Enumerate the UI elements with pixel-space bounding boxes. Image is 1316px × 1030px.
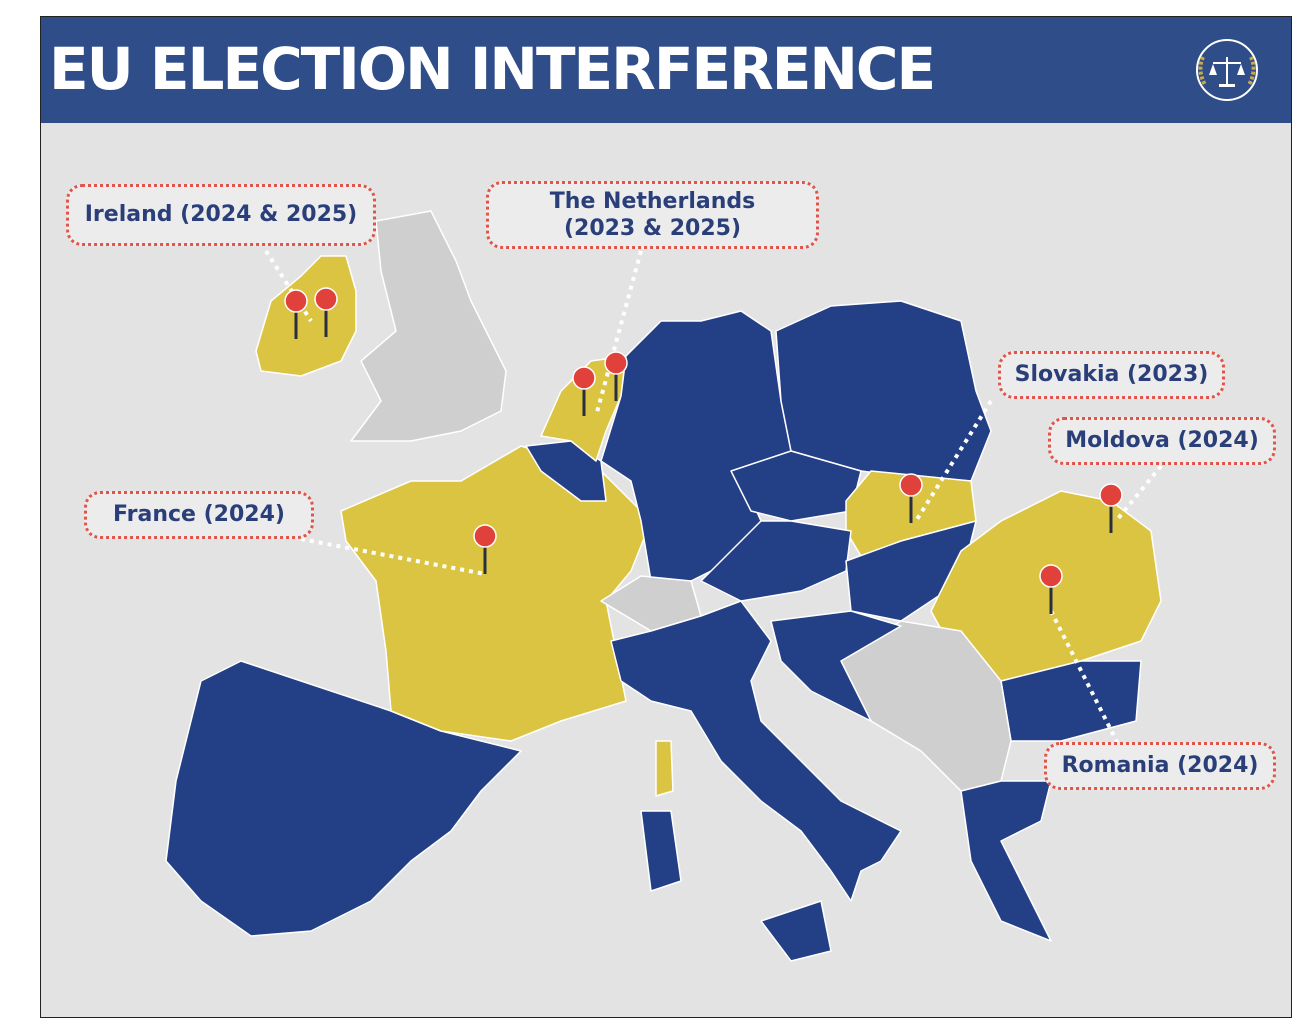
- map-pin-icon: [1039, 564, 1063, 614]
- label-moldova: Moldova (2024): [1048, 417, 1276, 465]
- header-bar: EU ELECTION INTERFERENCE: [41, 17, 1291, 123]
- island-sardinia: [640, 810, 682, 892]
- scales-of-justice-icon: [1196, 39, 1258, 101]
- label-text: Slovakia (2023): [1014, 362, 1209, 387]
- leader-france: [300, 537, 486, 576]
- label-text: Moldova (2024): [1065, 428, 1259, 453]
- leader-romania: [1049, 610, 1121, 747]
- leader-moldova: [1114, 464, 1163, 523]
- map-pin-icon: [572, 366, 596, 416]
- label-slovakia: Slovakia (2023): [998, 351, 1225, 399]
- page-title: EU ELECTION INTERFERENCE: [49, 35, 936, 103]
- label-text: France (2024): [113, 502, 285, 527]
- country-greece: [960, 780, 1052, 942]
- map-pin-icon: [1099, 483, 1123, 533]
- country-switzerland: [600, 575, 702, 632]
- map-pin-icon: [604, 351, 628, 401]
- country-italy: [610, 600, 902, 902]
- leader-slovakia: [914, 399, 993, 523]
- infographic-frame: EU ELECTION INTERFERENCE Ireland (2024 &…: [40, 16, 1292, 1018]
- europe-map: [165, 210, 1163, 962]
- label-france: France (2024): [84, 491, 314, 539]
- leader-netherlands: [594, 250, 643, 417]
- label-text: Romania (2024): [1061, 753, 1259, 778]
- label-romania: Romania (2024): [1044, 742, 1276, 790]
- label-netherlands: The Netherlands (2023 & 2025): [486, 181, 819, 249]
- country-ireland: [255, 255, 357, 377]
- island-sicily: [760, 900, 832, 962]
- label-text: The Netherlands: [549, 189, 756, 214]
- country-croatia-slovenia: [770, 610, 902, 722]
- country-iberia: [165, 660, 522, 937]
- map-pin-icon: [314, 287, 338, 337]
- map-pin-icon: [284, 289, 308, 339]
- country-austria: [700, 520, 852, 602]
- label-ireland: Ireland (2024 & 2025): [66, 184, 376, 246]
- island-corsica: [655, 740, 674, 797]
- map-pin-icon: [473, 524, 497, 574]
- map-pin-icon: [899, 473, 923, 523]
- country-poland: [775, 300, 992, 482]
- label-text: Ireland (2024 & 2025): [84, 202, 358, 227]
- country-uk: [350, 210, 507, 442]
- country-balkans: [830, 620, 1012, 792]
- label-text: (2023 & 2025): [563, 216, 742, 241]
